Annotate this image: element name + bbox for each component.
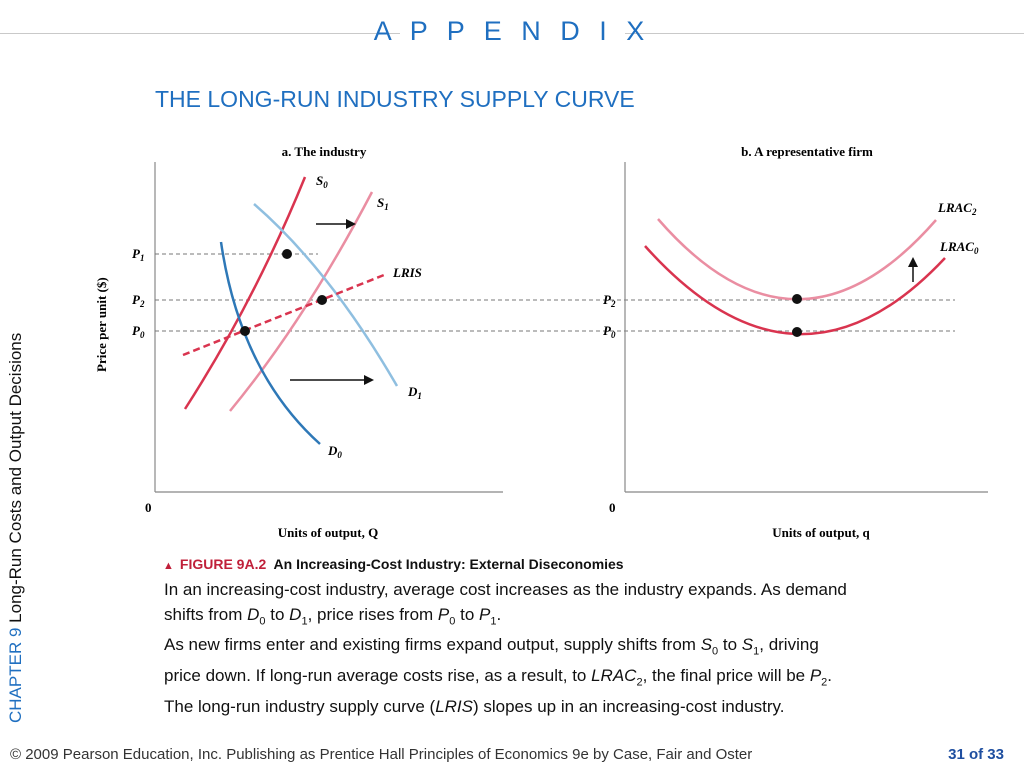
p1-label: P1: [132, 246, 144, 263]
p2-label: P2: [132, 292, 145, 309]
firm-point-p0: [792, 327, 802, 337]
panel-b-title: b. A representative firm: [741, 144, 873, 159]
panel-b-origin: 0: [609, 500, 616, 515]
d1-label: D1: [407, 384, 422, 401]
slide-title: THE LONG-RUN INDUSTRY SUPPLY CURVE: [155, 86, 635, 112]
equilibrium-point-p2: [317, 295, 327, 305]
panel-a-xlabel: Units of output, Q: [278, 525, 378, 540]
d0-label: D0: [327, 443, 342, 460]
lrac0-label: LRAC0: [939, 239, 979, 256]
panel-a-ylabel: Price per unit ($): [94, 277, 109, 372]
d0-curve: [219, 241, 321, 445]
lris-label: LRIS: [392, 265, 422, 280]
s0-label: S0: [316, 173, 328, 190]
desc-line-2: shifts from D0 to D1, price rises from P…: [164, 604, 502, 627]
panel-b-p0-label: P0: [603, 323, 616, 340]
caption-triangle-icon: ▲: [163, 560, 174, 572]
header-rule-left: [0, 33, 400, 34]
cost-shift-arrowhead: [908, 257, 918, 267]
desc-line-1: In an increasing-cost industry, average …: [164, 580, 847, 599]
demand-shift-arrowhead: [364, 375, 374, 385]
p0-label: P0: [132, 323, 145, 340]
d1-curve: [253, 203, 399, 387]
supply-shift-arrowhead: [346, 219, 356, 229]
panel-a-origin: 0: [145, 500, 152, 515]
firm-point-p2: [792, 294, 802, 304]
desc-line-3: As new firms enter and existing firms ex…: [164, 635, 819, 658]
figure-title: An Increasing-Cost Industry: External Di…: [273, 556, 624, 572]
s1-label: S1: [377, 195, 389, 212]
desc-line-5: The long-run industry supply curve (LRIS…: [164, 697, 785, 717]
appendix-heading: A P P E N D I X: [373, 16, 651, 46]
lrac2-curve: [657, 218, 937, 301]
lrac0-curve: [644, 245, 946, 336]
equilibrium-point-p0: [240, 326, 250, 336]
panel-a-title: a. The industry: [282, 144, 367, 159]
panel-b-xlabel: Units of output, q: [772, 525, 870, 540]
equilibrium-point-p1: [282, 249, 292, 259]
header-rule-right: [625, 33, 1024, 34]
lrac2-label: LRAC2: [937, 200, 977, 217]
figure-caption: ▲ FIGURE 9A.2 An Increasing-Cost Industry…: [163, 556, 624, 572]
page-number: 31 of 33: [948, 746, 1004, 763]
panel-b-p2-label: P2: [603, 292, 616, 309]
panel-b: b. A representative firm 0 Units of outp…: [603, 144, 988, 540]
s0-curve: [183, 176, 307, 410]
figure-number: FIGURE 9A.2: [179, 556, 267, 572]
footer-copyright: © 2009 Pearson Education, Inc. Publishin…: [10, 746, 753, 763]
panel-a: a. The industry 0 Price per unit ($) Uni…: [94, 144, 955, 540]
desc-line-4: price down. If long-run average costs ri…: [164, 666, 833, 689]
lris-line: [182, 273, 385, 357]
figure-description: In an increasing-cost industry, average …: [164, 578, 974, 720]
